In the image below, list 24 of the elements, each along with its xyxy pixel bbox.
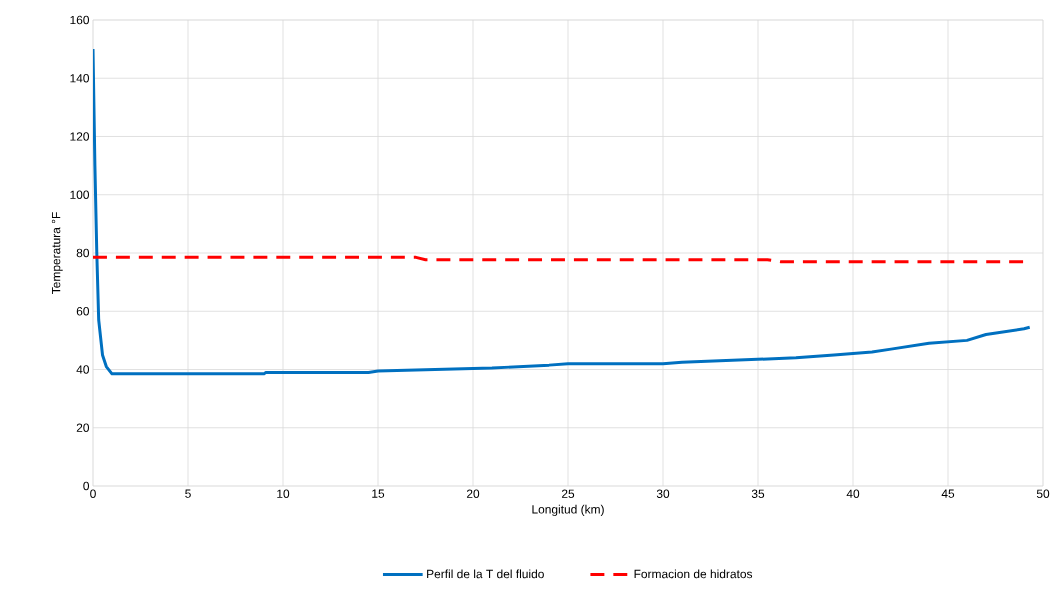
legend-label: Formacion de hidratos xyxy=(634,569,753,579)
x-tick-label: 0 xyxy=(90,489,96,498)
y-tick-label: 140 xyxy=(70,74,90,83)
x-tick-label: 35 xyxy=(751,489,765,498)
x-tick-label: 40 xyxy=(846,489,860,498)
x-axis-title: Longitud (km) xyxy=(532,504,604,516)
y-axis-title: Temperatura °F xyxy=(51,212,63,294)
x-tick-label: 15 xyxy=(372,489,385,498)
x-tick-label: 5 xyxy=(185,489,191,498)
y-tick-label: 100 xyxy=(70,190,90,199)
y-tick-label: 20 xyxy=(76,423,90,432)
y-tick-label: 80 xyxy=(76,248,90,258)
x-tick-label: 10 xyxy=(277,489,290,498)
x-tick-label: 25 xyxy=(561,489,575,498)
y-tick-label: 160 xyxy=(70,15,90,25)
x-tick-label: 50 xyxy=(1036,489,1050,498)
x-tick-label: 30 xyxy=(656,489,670,498)
y-tick-label: 120 xyxy=(70,132,90,141)
y-tick-label: 40 xyxy=(76,365,90,374)
x-tick-label: 45 xyxy=(941,489,955,498)
y-tick-label: 60 xyxy=(76,307,90,316)
legend-label: Perfil de la T del fluido xyxy=(427,569,544,579)
x-tick-label: 20 xyxy=(466,489,480,498)
y-tick-label: 0 xyxy=(83,481,90,491)
